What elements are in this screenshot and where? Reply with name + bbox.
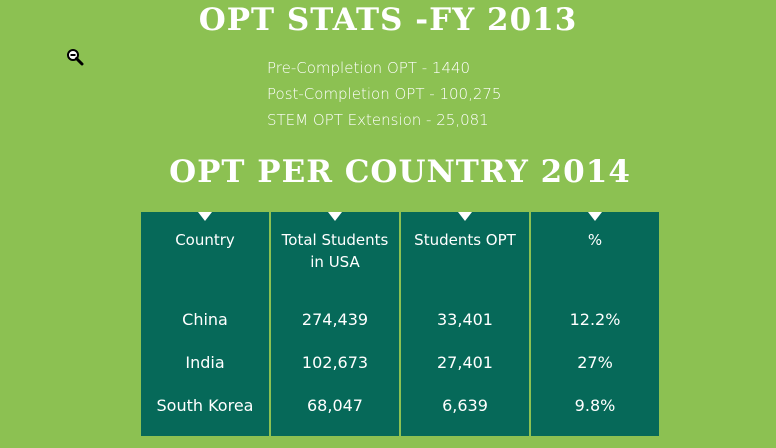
table-cell: South Korea (156, 396, 254, 415)
column-total-students: Total Students in USA 274,439 102,673 68… (269, 212, 399, 436)
triangle-down-icon (458, 212, 472, 221)
stat-pre-completion: Pre-Completion OPT - 1440 (267, 59, 471, 77)
column-percent: % 12.2% 27% 9.8% (529, 212, 659, 436)
table-cell: 33,401 (437, 310, 493, 329)
table-cell: India (185, 353, 225, 372)
table-cell: 9.8% (574, 396, 616, 415)
stat-post-completion: Post-Completion OPT - 100,275 (267, 85, 502, 103)
stat-stem-extension: STEM OPT Extension - 25,081 (267, 111, 489, 129)
triangle-down-icon (588, 212, 602, 221)
country-table: Country China India South Korea Total St… (141, 212, 659, 436)
column-header: Country (175, 231, 235, 249)
page-title: OPT STATS -FY 2013 (198, 2, 578, 38)
table-cell: 274,439 (301, 310, 369, 329)
triangle-down-icon (198, 212, 212, 221)
column-header: % (587, 231, 603, 249)
table-cell: 27,401 (437, 353, 493, 372)
table-cell: 68,047 (307, 396, 363, 415)
column-students-opt: Students OPT 33,401 27,401 6,639 (399, 212, 529, 436)
zoom-out-icon[interactable] (66, 48, 84, 66)
opt-stats-list: Pre-Completion OPT - 1440 Post-Completio… (267, 55, 501, 133)
triangle-down-icon (328, 212, 342, 221)
table-cell: China (182, 310, 228, 329)
table-cell: 6,639 (442, 396, 488, 415)
table-cell: 27% (577, 353, 613, 372)
column-header: Total Students in USA (281, 231, 389, 271)
section-title: OPT PER COUNTRY 2014 (169, 154, 631, 190)
column-header: Students OPT (414, 231, 516, 249)
table-cell: 12.2% (569, 310, 621, 329)
table-cell: 102,673 (301, 353, 369, 372)
column-country: Country China India South Korea (141, 212, 269, 436)
